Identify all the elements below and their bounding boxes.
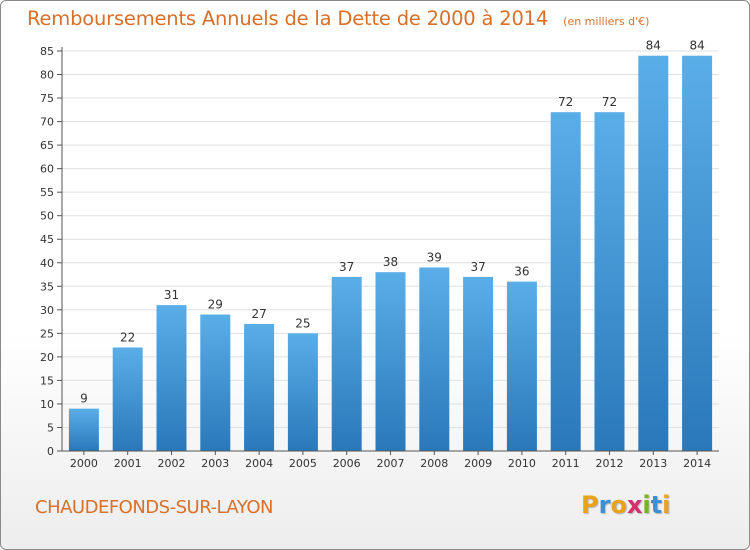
brand-letter: o (610, 491, 627, 519)
axes: 0 5 10 15 20 25 30 35 40 45 50 55 60 65 70 75 80 85 2000 20… (40, 45, 719, 470)
data-label: 37 (339, 260, 354, 274)
bars: 9 22 31 29 27 25 37 38 39 37 36 72 72 84 84 (68, 39, 713, 452)
bar (506, 281, 537, 451)
brand-letter: i (662, 491, 671, 519)
bar (682, 55, 713, 452)
brand-letter: x (626, 491, 643, 519)
x-tick-label: 2009 (464, 457, 492, 470)
y-tick-label: 65 (40, 139, 54, 152)
title-row: Remboursements Annuels de la Dette de 20… (27, 7, 649, 30)
bar (419, 267, 450, 451)
x-tick-label: 2014 (683, 457, 711, 470)
x-tick-label: 2006 (333, 457, 361, 470)
brand-letter: r (598, 491, 611, 519)
x-tick-label: 2004 (245, 457, 273, 470)
x-tick-label: 2013 (639, 457, 667, 470)
brand-letter: P (581, 491, 599, 519)
chart-title: Remboursements Annuels de la Dette de 20… (27, 7, 549, 30)
y-tick-label: 85 (40, 45, 54, 58)
data-label: 39 (427, 250, 442, 264)
y-tick-label: 30 (40, 304, 54, 317)
x-tick-label: 2002 (158, 457, 186, 470)
bar (594, 112, 625, 452)
city-name: CHAUDEFONDS-SUR-LAYON (35, 497, 273, 518)
y-tick-label: 75 (40, 92, 54, 105)
bar (200, 314, 231, 451)
bar (156, 305, 187, 451)
x-tick-label: 2011 (552, 457, 580, 470)
chart-subtitle: (en milliers d'€) (563, 15, 650, 28)
y-tick-label: 55 (40, 186, 54, 199)
bar (68, 408, 99, 451)
bar (375, 272, 406, 451)
data-label: 84 (689, 39, 704, 53)
data-label: 37 (470, 260, 485, 274)
y-tick-label: 15 (40, 374, 54, 387)
bar (550, 112, 581, 452)
y-tick-label: 60 (40, 163, 54, 176)
x-tick-label: 2010 (508, 457, 536, 470)
bar (638, 55, 669, 452)
y-tick-label: 80 (40, 69, 54, 82)
x-tick-label: 2005 (289, 457, 317, 470)
data-label: 72 (602, 95, 617, 109)
data-label: 27 (251, 307, 266, 321)
y-tick-label: 20 (40, 351, 54, 364)
data-label: 22 (120, 330, 135, 344)
data-label: 84 (646, 39, 661, 53)
bar (331, 276, 362, 451)
x-tick-label: 2001 (114, 457, 142, 470)
y-tick-label: 5 (47, 421, 54, 434)
bar (463, 276, 494, 451)
bar (112, 347, 143, 451)
y-tick-label: 45 (40, 233, 54, 246)
data-label: 9 (80, 392, 88, 406)
y-tick-label: 0 (47, 445, 54, 458)
x-tick-label: 2008 (420, 457, 448, 470)
bar (287, 333, 318, 451)
y-tick-label: 10 (40, 398, 54, 411)
y-tick-label: 35 (40, 280, 54, 293)
data-label: 38 (383, 255, 398, 269)
data-label: 25 (295, 316, 310, 330)
brand-letter: t (650, 491, 663, 519)
bar (244, 323, 275, 451)
x-tick-label: 2012 (596, 457, 624, 470)
y-tick-label: 40 (40, 257, 54, 270)
x-tick-label: 2003 (201, 457, 229, 470)
y-tick-label: 50 (40, 210, 54, 223)
data-label: 36 (514, 265, 529, 279)
y-tick-label: 25 (40, 327, 54, 340)
x-tick-label: 2000 (70, 457, 98, 470)
data-label: 72 (558, 95, 573, 109)
brand-logo: Proxiti (581, 491, 670, 519)
x-tick-label: 2007 (377, 457, 405, 470)
data-label: 29 (208, 298, 223, 312)
y-tick-label: 70 (40, 116, 54, 129)
data-label: 31 (164, 288, 179, 302)
brand-letter: i (642, 491, 651, 519)
